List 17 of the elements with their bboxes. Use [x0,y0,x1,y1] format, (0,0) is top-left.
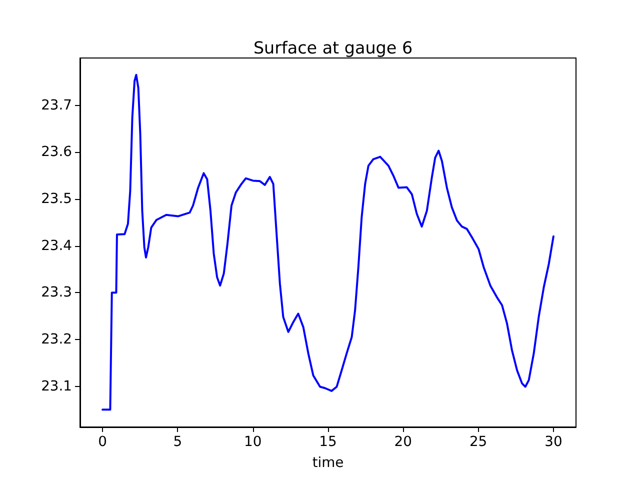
x-tick-label: 15 [319,434,337,450]
y-tick-label: 23.7 [41,97,72,114]
chart-title: Surface at gauge 6 [253,38,413,58]
x-axis-title: time [312,455,344,471]
y-tick-label: 23.1 [41,378,72,394]
x-tick-label: 25 [469,434,488,450]
y-tick-label: 23.3 [41,284,72,301]
y-tick-label: 23.4 [41,238,72,254]
y-tick-label: 23.2 [41,331,72,348]
x-tick-label: 0 [98,434,107,450]
y-tick-label: 23.5 [41,190,72,207]
x-tick-label: 10 [244,434,262,450]
x-tick-label: 30 [544,434,562,450]
line-series [102,74,554,411]
x-tick-label: 5 [173,434,182,450]
y-tick-label: 23.6 [41,144,72,160]
x-tick-label: 20 [394,434,412,450]
